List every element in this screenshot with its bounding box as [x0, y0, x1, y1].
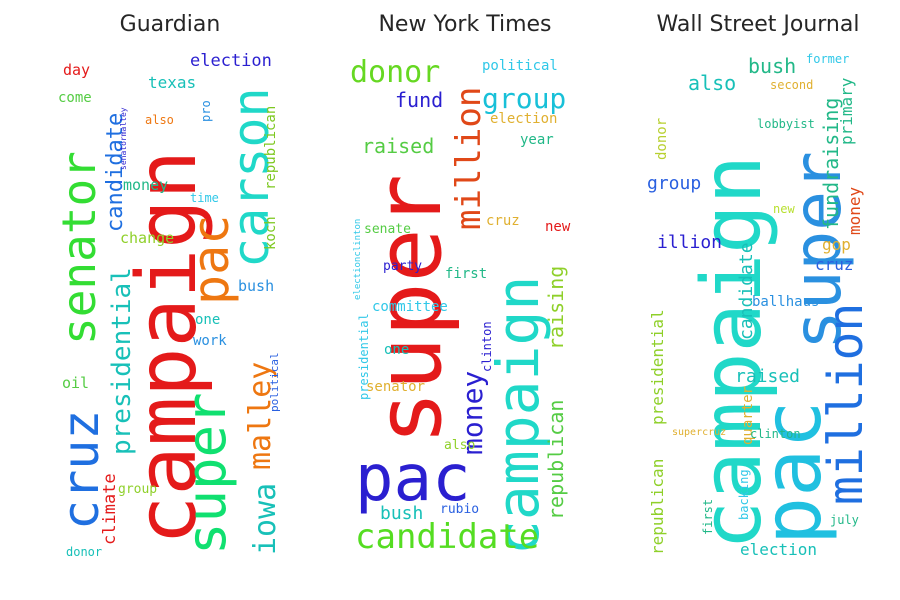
word-backing: backing: [737, 469, 751, 520]
cloud-title-wsj: Wall Street Journal: [656, 12, 860, 37]
word-money: money: [123, 176, 168, 194]
word-bush: bush: [238, 277, 274, 295]
word-ballhaus: ballhaus: [752, 294, 819, 310]
word-raising: raising: [544, 266, 568, 350]
word-senator: senator: [366, 379, 425, 395]
word-work: work: [193, 333, 227, 349]
word-cruz: cruz: [52, 410, 110, 530]
word-first: first: [701, 499, 715, 535]
word-july: july: [830, 513, 859, 527]
word-candidate: candidate: [736, 242, 757, 340]
word-group: group: [482, 82, 566, 115]
word-electionclinton: electionclinton: [353, 219, 363, 300]
cloud-title-guardian: Guardian: [119, 12, 221, 37]
word-new: new: [773, 202, 795, 216]
word-pac: pac: [746, 401, 839, 546]
word-candidate: candidate: [103, 113, 128, 232]
word-presidential: presidential: [648, 309, 667, 425]
word-super: super: [357, 174, 462, 445]
word-iowa: iowa: [248, 483, 283, 555]
word-cruz: cruz: [815, 255, 854, 274]
word-new: new: [545, 219, 571, 235]
word-political: political: [482, 58, 558, 74]
word-also: also: [145, 113, 174, 127]
word-day: day: [63, 61, 90, 79]
word-come: come: [58, 90, 92, 106]
word-group: group: [118, 482, 157, 497]
word-pro: pro: [199, 100, 213, 122]
word-year: year: [520, 132, 554, 148]
cloud-title-nyt: New York Times: [378, 12, 552, 37]
word-former: former: [806, 52, 849, 66]
word-senate: senate: [364, 222, 411, 237]
word-gop: gop: [822, 235, 851, 254]
word-republican: republican: [648, 459, 667, 555]
word-election: election: [490, 111, 557, 127]
word-cruz: cruz: [486, 213, 520, 229]
word-super: super: [175, 392, 238, 555]
word-raised: raised: [735, 366, 800, 387]
word-pac: pac: [355, 442, 471, 516]
word-senatormalley: senatormalley: [119, 107, 128, 170]
word-presidential: presidential: [107, 267, 137, 455]
word-carson: carson: [222, 87, 280, 268]
word-group: group: [647, 173, 701, 194]
word-lobbyist: lobbyist: [757, 117, 815, 131]
word-pac: pac: [182, 215, 240, 305]
word-time: time: [190, 191, 219, 205]
word-also: also: [688, 71, 736, 95]
word-raised: raised: [362, 134, 434, 158]
word-million: million: [449, 87, 489, 230]
word-donor: donor: [66, 545, 102, 559]
word-climate: climate: [100, 473, 120, 545]
word-bush: bush: [748, 54, 796, 78]
word-rubio: rubio: [440, 502, 479, 517]
word-super: super: [779, 151, 856, 350]
word-campaign: campaign: [484, 276, 552, 555]
word-donor: donor: [654, 118, 670, 160]
word-campaign: campaign: [685, 155, 780, 550]
word-election: election: [190, 51, 272, 71]
word-koch: koch: [263, 216, 279, 250]
word-committee: committee: [372, 299, 448, 315]
word-senator: senator: [52, 151, 106, 345]
word-party: party: [383, 259, 422, 274]
word-supercruz: supercruz: [672, 427, 726, 438]
word-republican: republican: [263, 106, 279, 190]
word-first: first: [445, 266, 487, 282]
word-one: one: [195, 312, 220, 328]
word-presidential: presidential: [357, 313, 371, 400]
word-fundraising: fundraising: [819, 98, 843, 230]
word-campaign: campaign: [120, 150, 215, 545]
word-malley: malley: [243, 362, 278, 470]
word-primary: primary: [837, 77, 856, 145]
word-money: money: [456, 371, 489, 455]
word-million: million: [818, 303, 874, 505]
word-clinton: clinton: [750, 427, 801, 441]
word-change: change: [120, 229, 174, 247]
word-quarter: quarter: [740, 386, 756, 445]
word-political: political: [268, 352, 281, 412]
word-money: money: [845, 186, 864, 235]
word-candidate: candidate: [355, 517, 539, 557]
word-texas: texas: [148, 73, 196, 92]
word-election: election: [740, 540, 817, 559]
word-bush: bush: [380, 503, 423, 524]
word-illion: illion: [657, 232, 722, 253]
word-donor: donor: [350, 55, 440, 90]
word-clinton: clinton: [480, 321, 494, 372]
word-fund: fund: [395, 88, 443, 112]
word-oil: oil: [62, 374, 89, 392]
word-second: second: [770, 78, 813, 92]
word-republican: republican: [544, 400, 568, 520]
word-one: one: [384, 342, 409, 358]
word-also: also: [444, 438, 475, 453]
